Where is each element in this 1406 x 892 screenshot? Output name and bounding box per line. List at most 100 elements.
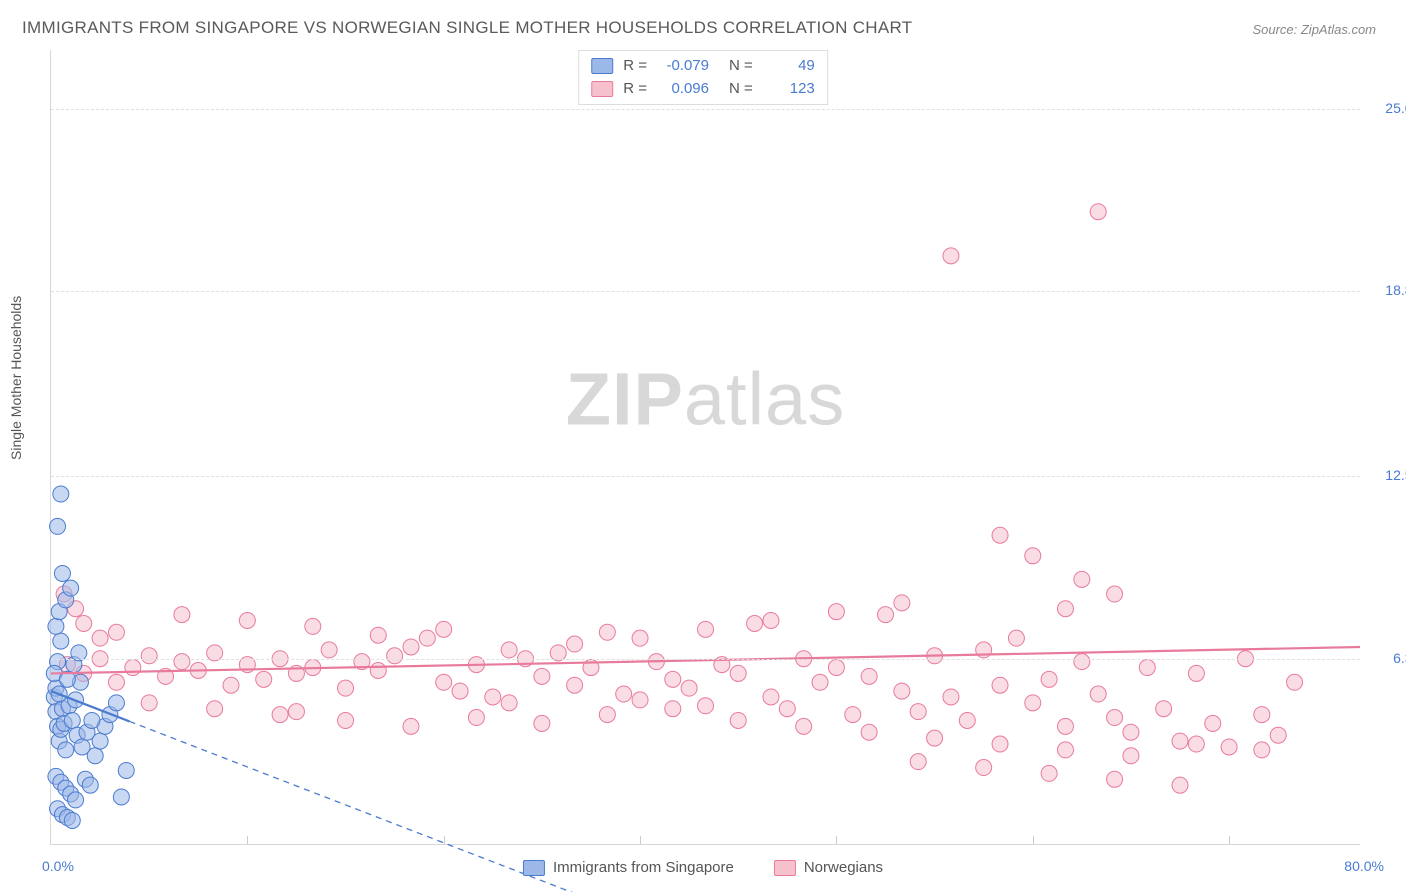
data-point <box>1107 710 1123 726</box>
legend-series-label: Norwegians <box>804 859 883 876</box>
r-value: 0.096 <box>657 78 709 101</box>
data-point <box>861 668 877 684</box>
data-point <box>1057 742 1073 758</box>
data-point <box>567 636 583 652</box>
data-point <box>567 677 583 693</box>
data-point <box>64 812 80 828</box>
x-axis-min-label: 0.0% <box>42 858 74 874</box>
x-tick <box>836 836 837 844</box>
data-point <box>927 730 943 746</box>
data-point <box>125 660 141 676</box>
data-point <box>534 715 550 731</box>
data-point <box>1205 715 1221 731</box>
y-axis-label: Single Mother Households <box>8 296 24 460</box>
plot-area: ZIPatlas 25.0%18.8%12.5%6.3% <box>50 50 1360 845</box>
data-point <box>1041 765 1057 781</box>
x-tick <box>1229 836 1230 844</box>
data-point <box>108 624 124 640</box>
data-point <box>53 486 69 502</box>
data-point <box>665 671 681 687</box>
data-point <box>894 595 910 611</box>
x-tick <box>247 836 248 844</box>
data-point <box>730 712 746 728</box>
data-point <box>1188 736 1204 752</box>
legend-series: Immigrants from SingaporeNorwegians <box>523 859 883 876</box>
data-point <box>828 604 844 620</box>
r-label: R = <box>623 78 647 101</box>
data-point <box>141 695 157 711</box>
legend-swatch <box>523 860 545 876</box>
data-point <box>501 642 517 658</box>
data-point <box>534 668 550 684</box>
data-point <box>223 677 239 693</box>
data-point <box>63 580 79 596</box>
data-point <box>50 518 66 534</box>
data-point <box>599 624 615 640</box>
data-point <box>616 686 632 702</box>
data-point <box>1074 654 1090 670</box>
r-label: R = <box>623 55 647 78</box>
data-point <box>1025 548 1041 564</box>
data-point <box>1172 733 1188 749</box>
data-point <box>370 627 386 643</box>
data-point <box>632 692 648 708</box>
data-point <box>1057 601 1073 617</box>
data-point <box>796 718 812 734</box>
data-point <box>501 695 517 711</box>
data-point <box>1057 718 1073 734</box>
legend-series-item: Norwegians <box>774 859 883 876</box>
legend-swatch <box>591 58 613 74</box>
data-point <box>779 701 795 717</box>
data-point <box>992 736 1008 752</box>
data-point <box>910 704 926 720</box>
data-point <box>305 618 321 634</box>
data-point <box>141 648 157 664</box>
data-point <box>174 607 190 623</box>
data-point <box>1025 695 1041 711</box>
data-point <box>1188 665 1204 681</box>
data-point <box>108 695 124 711</box>
data-point <box>118 762 134 778</box>
data-point <box>174 654 190 670</box>
n-value: 123 <box>763 78 815 101</box>
n-label: N = <box>729 55 753 78</box>
data-point <box>959 712 975 728</box>
data-point <box>845 707 861 723</box>
gridline <box>51 476 1360 477</box>
data-point <box>976 760 992 776</box>
data-point <box>272 707 288 723</box>
data-point <box>92 630 108 646</box>
data-point <box>730 665 746 681</box>
data-point <box>943 689 959 705</box>
data-point <box>1123 724 1139 740</box>
data-point <box>1090 204 1106 220</box>
data-point <box>338 680 354 696</box>
data-point <box>1270 727 1286 743</box>
data-point <box>387 648 403 664</box>
data-point <box>370 662 386 678</box>
chart-title: IMMIGRANTS FROM SINGAPORE VS NORWEGIAN S… <box>22 18 912 38</box>
data-point <box>54 565 70 581</box>
data-point <box>861 724 877 740</box>
y-tick-label: 12.5% <box>1365 467 1406 483</box>
y-tick-label: 25.0% <box>1365 100 1406 116</box>
y-tick-label: 6.3% <box>1365 650 1406 666</box>
data-point <box>403 639 419 655</box>
data-point <box>812 674 828 690</box>
data-point <box>419 630 435 646</box>
x-tick <box>444 836 445 844</box>
data-point <box>1221 739 1237 755</box>
legend-swatch <box>774 860 796 876</box>
data-point <box>68 792 84 808</box>
data-point <box>665 701 681 717</box>
data-point <box>910 754 926 770</box>
n-value: 49 <box>763 55 815 78</box>
data-point <box>1008 630 1024 646</box>
data-point <box>1041 671 1057 687</box>
r-value: -0.079 <box>657 55 709 78</box>
x-tick <box>1033 836 1034 844</box>
data-point <box>108 674 124 690</box>
scatter-svg <box>51 50 1360 844</box>
x-tick <box>640 836 641 844</box>
data-point <box>877 607 893 623</box>
